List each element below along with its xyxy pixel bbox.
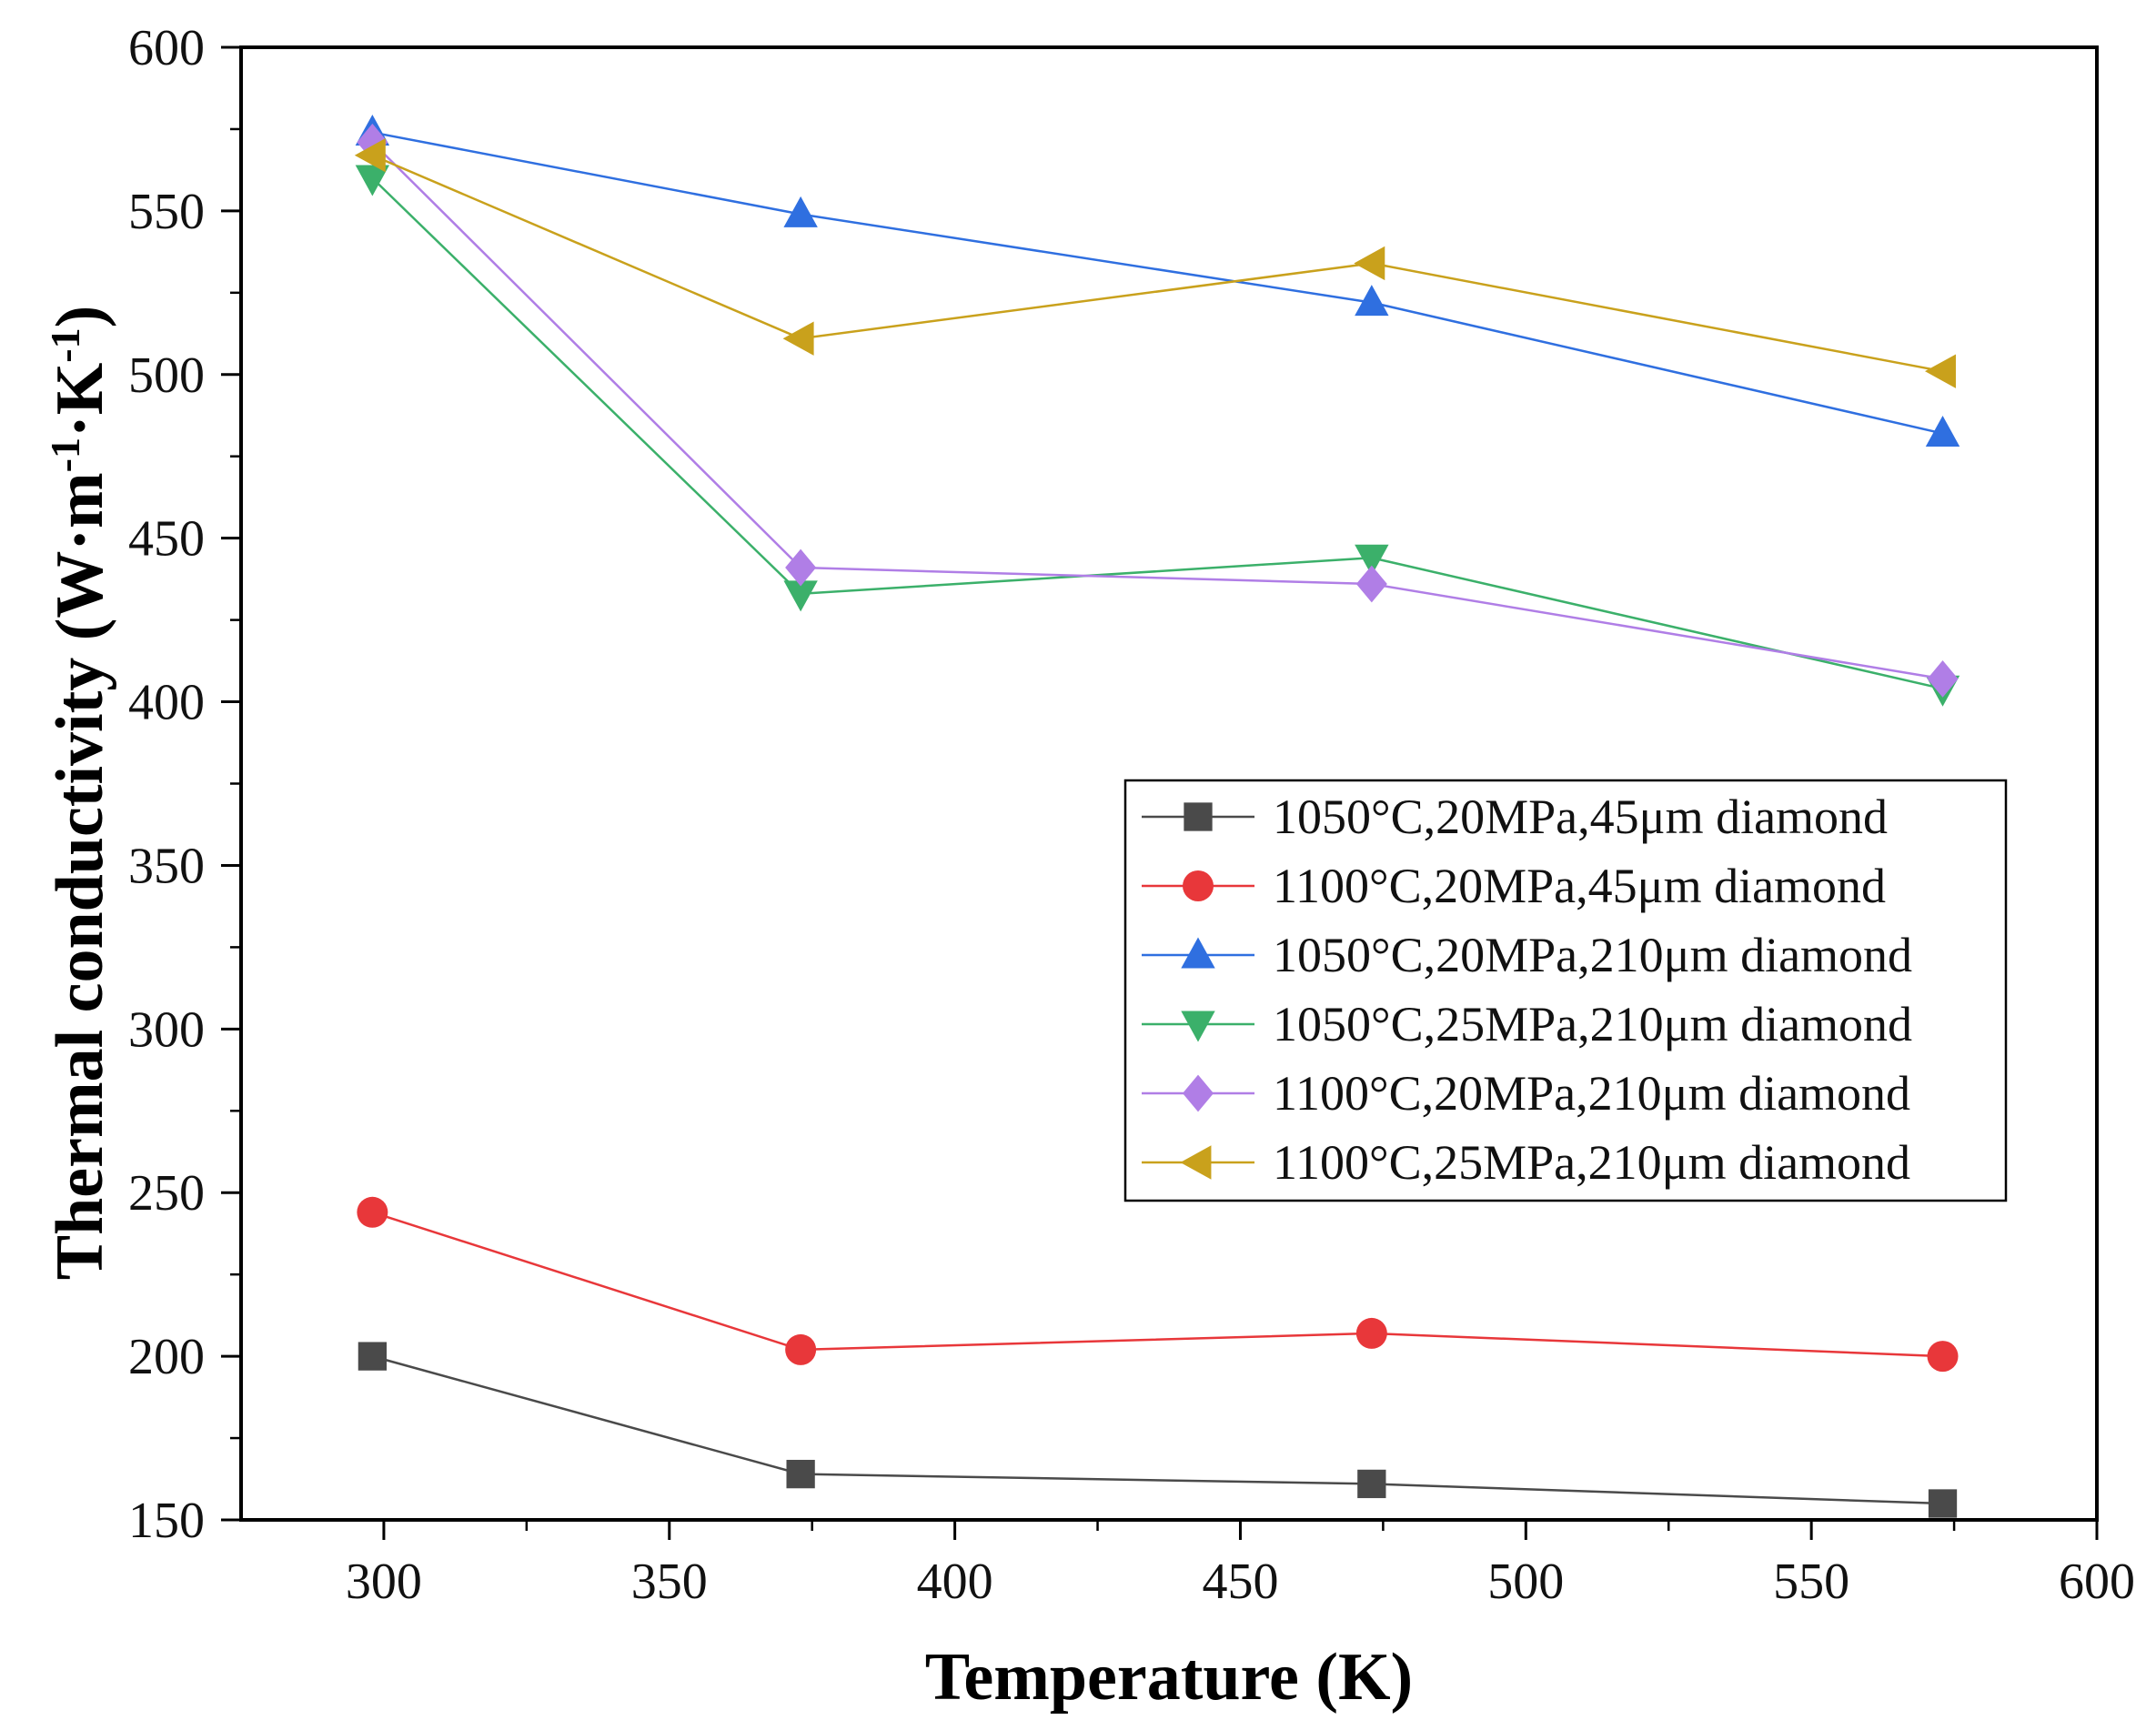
data-point	[355, 165, 390, 196]
y-axis-title-mid: ·K	[43, 363, 117, 438]
data-point	[1354, 246, 1385, 281]
x-tick-label: 550	[1773, 1554, 1849, 1610]
data-point	[1927, 659, 1959, 698]
legend-label: 1100°C,25MPa,210μm diamond	[1273, 1135, 1910, 1190]
series-4	[355, 165, 1960, 707]
series-6	[354, 138, 1956, 388]
legend-item: 1100°C,20MPa,210μm diamond	[1142, 1066, 1910, 1121]
y-tick-label: 250	[128, 1165, 205, 1222]
series-line	[371, 177, 1943, 690]
data-point	[1927, 1341, 1959, 1373]
data-point	[1355, 285, 1389, 317]
data-point	[357, 1196, 388, 1228]
y-tick-label: 400	[128, 675, 205, 731]
series-2	[357, 1196, 1959, 1373]
data-point	[783, 196, 818, 227]
legend-item: 1050°C,20MPa,210μm diamond	[1142, 928, 1912, 982]
legend: 1050°C,20MPa,45μm diamond 1100°C,20MPa,45…	[1123, 779, 2008, 1202]
legend-item: 1050°C,20MPa,45μm diamond	[1142, 790, 1888, 844]
y-tick-label: 500	[128, 347, 205, 404]
legend-marker	[1181, 937, 1215, 969]
x-tick-label: 450	[1202, 1554, 1278, 1610]
x-axis-title: Temperature (K)	[925, 1640, 1413, 1715]
legend-label: 1050°C,20MPa,45μm diamond	[1273, 790, 1888, 844]
series-line	[371, 154, 1943, 373]
legend-box	[1123, 779, 2008, 1202]
x-tick-label: 300	[346, 1554, 422, 1610]
data-point	[785, 548, 817, 587]
series-line	[371, 1211, 1943, 1358]
data-point	[1355, 544, 1389, 576]
data-point	[1928, 1489, 1958, 1518]
legend-label: 1050°C,25MPa,210μm diamond	[1273, 997, 1912, 1051]
series-1	[358, 1342, 1958, 1518]
y-axis-title-sup2: -1	[42, 327, 88, 362]
legend-marker	[1184, 802, 1213, 831]
tick-label-layer: 300 350 400 450 500 550 600 150 200 250 300 350 400 4…	[128, 20, 2135, 1610]
data-point	[1925, 415, 1960, 447]
series-line	[371, 141, 1943, 680]
legend-item: 1100°C,20MPa,45μm diamond	[1142, 859, 1886, 913]
y-tick-label: 150	[128, 1493, 205, 1549]
x-tick-label: 600	[2059, 1554, 2135, 1610]
y-axis-title: Thermal conductivity (W·m-1·K-1)	[42, 306, 118, 1281]
data-point	[354, 138, 386, 173]
legend-marker	[1183, 1074, 1214, 1112]
legend-label: 1050°C,20MPa,210μm diamond	[1273, 928, 1912, 982]
data-point	[785, 1333, 817, 1365]
y-tick-label: 600	[128, 20, 205, 76]
y-tick-label: 200	[128, 1329, 205, 1385]
series-line	[372, 131, 1943, 435]
y-axis-title-sup1: -1	[42, 438, 88, 472]
x-tick-label: 400	[917, 1554, 993, 1610]
legend-item: 1050°C,25MPa,210μm diamond	[1142, 997, 1912, 1051]
legend-label: 1100°C,20MPa,210μm diamond	[1273, 1066, 1910, 1121]
series-5	[357, 123, 1959, 698]
data-point	[782, 321, 814, 356]
legend-items: 1050°C,20MPa,45μm diamond 1100°C,20MPa,45…	[1142, 790, 1912, 1190]
y-tick-label: 450	[128, 511, 205, 568]
data-point	[1355, 565, 1387, 603]
y-tick-label: 350	[128, 838, 205, 894]
data-point	[1355, 1317, 1387, 1349]
y-axis-title-end: )	[43, 306, 117, 328]
x-tick-label: 500	[1487, 1554, 1564, 1610]
y-tick-label: 300	[128, 1001, 205, 1058]
data-point	[783, 580, 818, 612]
data-point	[1924, 354, 1956, 388]
legend-item: 1100°C,25MPa,210μm diamond	[1142, 1135, 1910, 1190]
legend-marker	[1183, 870, 1214, 901]
y-axis-title-main: Thermal conductivity (W·m	[43, 472, 117, 1280]
plot-frame	[239, 45, 2099, 1522]
data-point	[358, 1342, 388, 1371]
legend-marker	[1180, 1145, 1212, 1180]
legend-marker	[1181, 1011, 1215, 1042]
series-line	[372, 1354, 1943, 1505]
legend-label: 1100°C,20MPa,45μm diamond	[1273, 859, 1886, 913]
y-tick-label: 550	[128, 184, 205, 240]
data-point	[1357, 1469, 1386, 1499]
data-point	[786, 1459, 815, 1489]
series-layer	[354, 114, 1960, 1518]
x-tick-label: 350	[631, 1554, 708, 1610]
